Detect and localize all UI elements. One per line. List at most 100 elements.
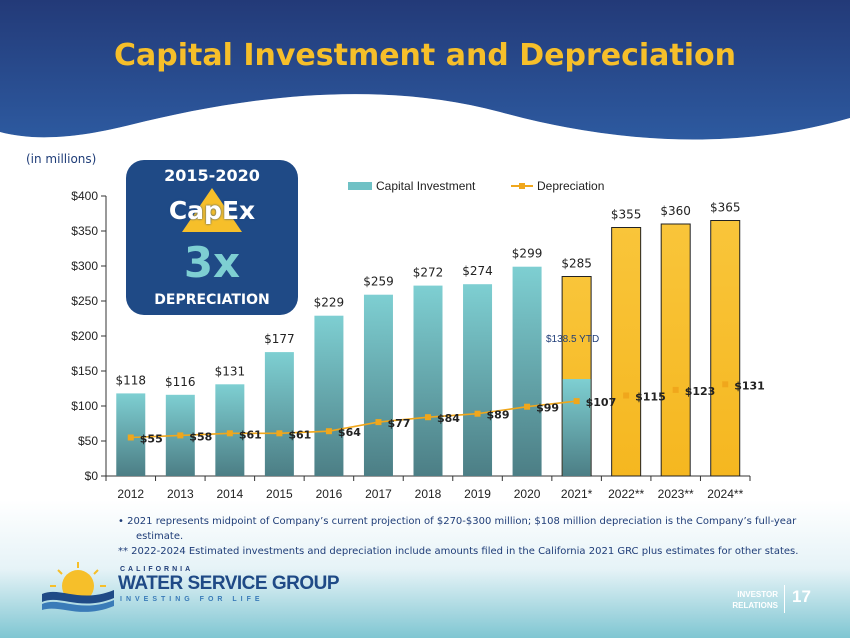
x-tick-label: 2014	[216, 487, 243, 501]
logo-line3: INVESTING FOR LIFE	[120, 596, 264, 603]
x-tick-label: 2015	[266, 487, 293, 501]
y-tick-label: $0	[85, 469, 99, 483]
depreciation-value-label: $131	[734, 379, 765, 392]
ytd-label: $138.5 YTD	[546, 334, 600, 345]
bar	[611, 227, 642, 477]
bar	[463, 284, 493, 476]
bar-value-label: $285	[561, 257, 592, 271]
x-tick-label: 2016	[316, 487, 343, 501]
bar-value-label: $259	[363, 275, 394, 289]
bar-value-label: $116	[165, 375, 196, 389]
investor-relations-line2: RELATIONS	[732, 601, 778, 610]
bar-value-label: $177	[264, 332, 295, 346]
x-tick-label: 2023**	[658, 487, 694, 501]
y-axis: $0 $50 $100 $150 $200 $250 $300 $350 $400	[71, 189, 107, 483]
bar-value-label: $355	[611, 208, 642, 222]
bar-value-label: $299	[512, 247, 543, 261]
depreciation-point	[524, 403, 531, 410]
depreciation-point	[425, 414, 431, 421]
depreciation-point	[672, 386, 679, 393]
depreciation-value-label: $123	[685, 385, 716, 398]
page-title: Capital Investment and Depreciation	[114, 38, 736, 73]
y-tick-label: $300	[71, 259, 98, 273]
bar	[710, 220, 741, 477]
depreciation-point	[226, 430, 233, 437]
y-tick-label: $50	[78, 434, 98, 448]
x-tick-label: 2019	[464, 487, 491, 501]
triangle-icon	[182, 188, 242, 232]
bar	[314, 315, 344, 476]
depreciation-point	[375, 419, 382, 426]
bar-value-label: $365	[710, 201, 741, 215]
y-tick-label: $200	[71, 329, 98, 343]
x-tick-label: 2017	[365, 487, 392, 501]
bar-value-label: $272	[413, 266, 444, 280]
bar-value-label: $131	[215, 364, 246, 378]
depreciation-value-label: $107	[586, 396, 617, 409]
depreciation-point	[573, 398, 580, 405]
bar-value-label: $118	[115, 373, 146, 387]
depreciation-point	[177, 432, 184, 439]
depreciation-point	[623, 392, 630, 399]
x-axis: 2012 2013 2014 2015 2016 2017 2018 2019 2020 2021…	[105, 475, 751, 501]
y-tick-label: $150	[71, 364, 98, 378]
sun-wave-logo-icon	[42, 562, 114, 612]
x-tick-label: 2024**	[707, 487, 743, 501]
page-number: 17	[792, 587, 811, 606]
y-tick-label: $250	[71, 294, 98, 308]
depreciation-point	[276, 430, 283, 437]
footnote-2: ** 2022-2024 Estimated investments and d…	[118, 546, 799, 557]
bar	[215, 384, 245, 476]
legend-label-depreciation: Depreciation	[537, 179, 604, 193]
logo-line1: CALIFORNIA	[120, 566, 194, 573]
x-tick-label: 2022**	[608, 487, 644, 501]
depreciation-value-label: $61	[239, 428, 262, 441]
bar-value-label: $274	[462, 264, 493, 278]
x-tick-label: 2018	[415, 487, 442, 501]
investor-relations-line1: INVESTOR	[737, 590, 778, 599]
legend-swatch-capital	[348, 182, 372, 190]
y-tick-label: $350	[71, 224, 98, 238]
legend-label-capital: Capital Investment	[376, 179, 476, 193]
depreciation-point	[722, 381, 729, 388]
bar	[660, 223, 691, 477]
depreciation-point	[325, 428, 332, 435]
investor-relations-label: INVESTOR RELATIONS	[722, 589, 778, 611]
logo-line2: WATER SERVICE GROUP	[118, 573, 340, 594]
callout-multiple: 3x	[183, 238, 241, 287]
bar-ytd-segment	[562, 379, 591, 476]
depreciation-value-label: $99	[536, 402, 559, 415]
depreciation-point	[127, 434, 134, 441]
depreciation-value-label: $64	[338, 426, 361, 439]
x-tick-label: 2020	[514, 487, 541, 501]
bar-value-label: $360	[660, 204, 691, 218]
depreciation-line	[130, 400, 577, 439]
x-tick-label: 2021*	[561, 487, 593, 501]
bar	[512, 266, 542, 476]
callout-years: 2015-2020	[164, 166, 260, 185]
bar-series: $118 $116 $131 $177 $229 $259 $272 $274 $299 $285…	[115, 201, 741, 477]
footer-divider	[784, 585, 785, 613]
bar-value-label: $229	[314, 296, 345, 310]
depreciation-value-label: $84	[437, 412, 460, 425]
depreciation-value-label: $61	[288, 428, 311, 441]
footnote-1-cont: estimate.	[136, 531, 184, 542]
callout-depreciation: DEPRECIATION	[154, 292, 270, 308]
depreciation-value-label: $89	[487, 409, 510, 422]
x-tick-label: 2012	[117, 487, 144, 501]
bar	[264, 352, 294, 476]
depreciation-value-label: $58	[189, 430, 212, 443]
bar	[413, 285, 443, 476]
bar	[363, 294, 393, 476]
depreciation-value-label: $55	[140, 433, 163, 446]
line-series: $55 $58 $61 $61 $64 $77 $84 $89 $99 $107 $115 $123 $…	[127, 379, 765, 446]
x-tick-label: 2013	[167, 487, 194, 501]
depreciation-point	[474, 410, 481, 417]
capex-callout: 2015-2020 CapEx 3x DEPRECIATION	[126, 160, 298, 315]
depreciation-value-label: $115	[635, 391, 666, 404]
legend-marker-depreciation	[519, 183, 525, 189]
units-note: (in millions)	[26, 152, 97, 166]
depreciation-value-label: $77	[387, 417, 410, 430]
